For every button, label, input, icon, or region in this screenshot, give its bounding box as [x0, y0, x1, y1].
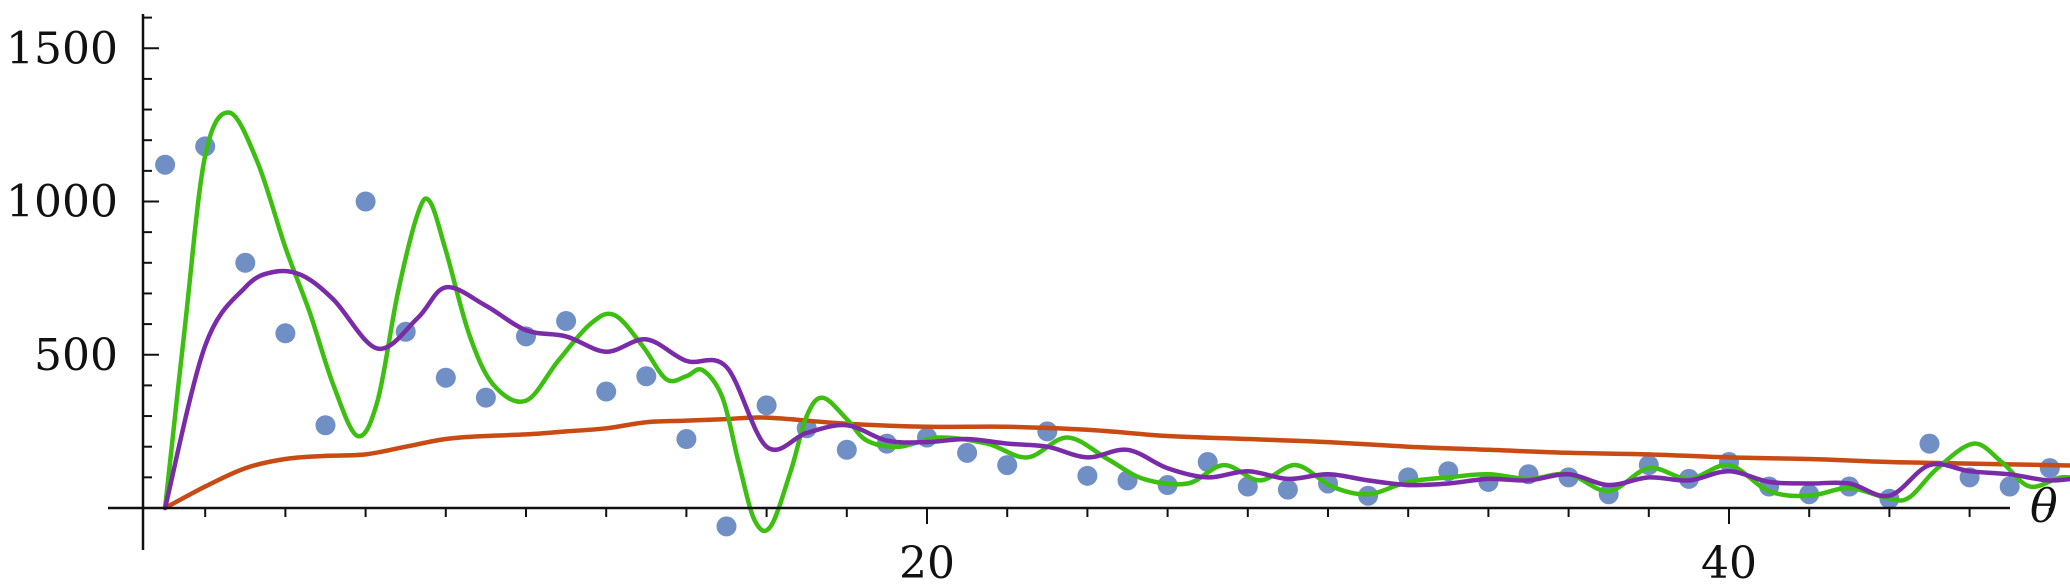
data-point — [475, 387, 496, 408]
data-point — [1237, 476, 1258, 497]
data-point — [275, 323, 296, 344]
data-point — [636, 366, 657, 387]
data-point — [756, 395, 777, 416]
data-point — [155, 154, 176, 175]
data-point — [836, 439, 857, 460]
data-point — [596, 381, 617, 402]
green-curve — [162, 110, 2070, 534]
data-point — [1999, 476, 2020, 497]
data-point — [1077, 465, 1098, 486]
tick-layer: 2040608050010001500 — [6, 16, 2051, 586]
x-tick-label: 40 — [1701, 538, 1757, 586]
data-point — [997, 455, 1018, 476]
data-point — [1277, 479, 1298, 500]
data-point — [355, 191, 376, 212]
data-point — [1037, 421, 1058, 442]
x-tick-label: 20 — [899, 538, 955, 586]
data-point — [235, 252, 256, 273]
purple-curve — [162, 268, 2070, 511]
series-layer — [155, 110, 2070, 537]
data-point — [2039, 458, 2060, 479]
data-point — [1919, 433, 1940, 454]
data-point — [716, 516, 737, 537]
data-point — [315, 415, 336, 436]
data-point — [957, 442, 978, 463]
data-point — [676, 429, 697, 450]
orange-curve — [162, 415, 2070, 511]
data-point — [556, 311, 577, 332]
x-axis-title: θ — [2030, 479, 2058, 533]
y-tick-label: 1500 — [6, 23, 118, 74]
y-tick-label: 500 — [34, 330, 118, 381]
axes-layer — [108, 14, 2010, 550]
y-tick-label: 1000 — [6, 177, 118, 228]
data-point — [435, 367, 456, 388]
